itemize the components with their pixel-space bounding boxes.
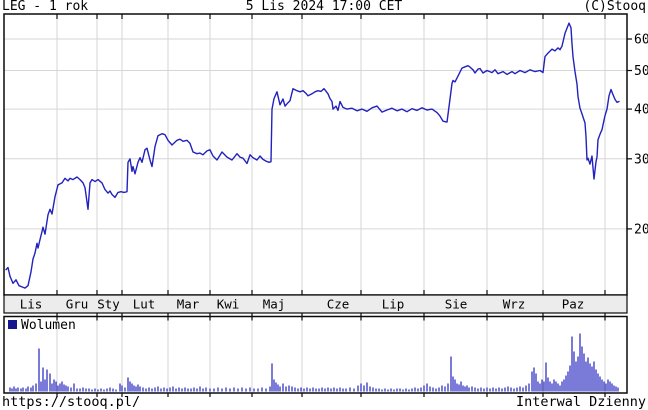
month-label: Gru: [66, 297, 89, 312]
interval-label: Interwal Dzienny: [515, 394, 646, 410]
month-label: Cze: [327, 297, 350, 312]
volume-legend-swatch-icon: [8, 320, 17, 329]
symbol-period-label: LEG - 1 rok: [2, 0, 89, 14]
copyright-label: (C)Stooq: [583, 0, 646, 14]
month-label: Lut: [133, 297, 156, 312]
timestamp-label: 5 Lis 2024 17:00 CET: [245, 0, 403, 14]
month-label: Sie: [445, 297, 468, 312]
y-axis-label: 30: [634, 152, 648, 167]
generated-chart-layers: 60 50 40 30 20 Lis Gru Sty Lut Mar Kwi Maj Cze Lip Sie…: [3, 13, 648, 397]
y-axis-label: 60: [634, 33, 648, 48]
month-label: Lip: [382, 297, 405, 312]
y-axis-label: 40: [634, 103, 648, 118]
month-label: Lis: [20, 297, 43, 312]
month-label: Paz: [562, 297, 585, 312]
price-line: [5, 22, 620, 289]
month-label: Kwi: [217, 297, 240, 312]
month-label: Maj: [263, 297, 286, 312]
month-axis-strip: [3, 294, 628, 314]
month-label: Sty: [97, 297, 120, 312]
volume-legend-label: Wolumen: [21, 318, 76, 333]
source-url-label: https://stooq.pl/: [2, 394, 141, 410]
month-label: Wrz: [503, 297, 526, 312]
month-label: Mar: [177, 297, 200, 312]
y-axis-label: 20: [634, 222, 648, 237]
y-axis-label: 50: [634, 64, 648, 79]
volume-panel-border: [3, 315, 628, 394]
